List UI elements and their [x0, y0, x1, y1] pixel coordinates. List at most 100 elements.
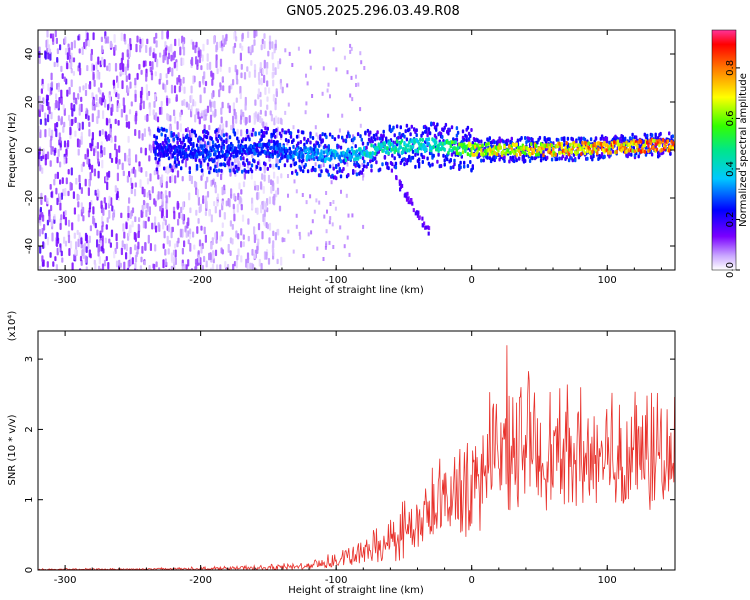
heatmap-cell [356, 156, 360, 161]
heatmap-cell [104, 99, 107, 108]
heatmap-cell [276, 187, 280, 195]
heatmap-cell [309, 194, 312, 199]
heatmap-cell [55, 37, 58, 44]
heatmap-cell [209, 166, 212, 171]
heatmap-cell [42, 148, 45, 156]
snr-x-label: Height of straight line (km) [288, 585, 424, 596]
heatmap-cell [344, 158, 348, 163]
heatmap-cell [470, 146, 473, 151]
heatmap-cell [199, 151, 202, 156]
heatmap-cell [565, 141, 568, 145]
heatmap-cell [442, 153, 445, 158]
heatmap-cell [252, 264, 255, 270]
heatmap-cell [186, 133, 189, 138]
heatmap-cell [502, 139, 505, 144]
heatmap-cell [208, 252, 211, 261]
heatmap-cell [250, 173, 253, 180]
heatmap-cell [204, 211, 207, 217]
heatmap-cell [48, 127, 51, 137]
heatmap-cell [206, 176, 209, 183]
heatmap-cell [105, 176, 108, 182]
heatmap-cell [62, 126, 65, 133]
heatmap-cell [448, 148, 451, 153]
heatmap-cell [345, 134, 349, 139]
heatmap-cell [187, 239, 190, 245]
heatmap-cell [359, 134, 362, 139]
heatmap-cell [363, 159, 366, 164]
heatmap-cell [172, 249, 176, 256]
heatmap-cell [40, 88, 43, 94]
y-tick-label: 0 [24, 567, 35, 573]
heatmap-cell [164, 219, 167, 226]
heatmap-cell [128, 148, 131, 157]
heatmap-cell [202, 154, 205, 159]
heatmap-cell [174, 243, 177, 249]
heatmap-cell [345, 160, 348, 165]
heatmap-cell [268, 87, 271, 94]
heatmap-cell [398, 131, 401, 136]
heatmap-cell [97, 250, 100, 257]
heatmap-cell [233, 213, 236, 222]
heatmap-cell [470, 128, 473, 132]
heatmap-cell [204, 234, 207, 243]
heatmap-cell [60, 65, 63, 72]
heatmap-cell [91, 113, 94, 123]
heatmap-cell [162, 259, 165, 269]
heatmap-cell [217, 168, 221, 173]
heatmap-cell [214, 164, 217, 169]
heatmap-cell [114, 143, 117, 151]
heatmap-cell [174, 249, 177, 258]
heatmap-cell [95, 61, 98, 70]
heatmap-cell [98, 130, 102, 137]
heatmap-cell [215, 231, 218, 241]
heatmap-cell [88, 249, 91, 258]
heatmap-cell [502, 150, 505, 155]
heatmap-cell [404, 158, 407, 162]
heatmap-cell [318, 167, 321, 172]
heatmap-cell [128, 197, 131, 204]
heatmap-cell [361, 141, 365, 146]
heatmap-cell [63, 156, 66, 165]
heatmap-cell [275, 163, 278, 168]
heatmap-cell [50, 219, 53, 227]
heatmap-cell [38, 57, 41, 64]
heatmap-cell [148, 206, 151, 216]
heatmap-cell [96, 71, 99, 80]
heatmap-cell [113, 251, 116, 259]
x-tick-label: 0 [469, 275, 475, 286]
heatmap-cell [267, 50, 270, 57]
heatmap-cell [208, 210, 211, 217]
heatmap-cell [233, 131, 237, 136]
heatmap-cell [334, 206, 337, 211]
heatmap-cell [222, 85, 225, 92]
heatmap-cell [222, 133, 226, 138]
heatmap-cell [654, 132, 657, 137]
heatmap-cell [84, 41, 87, 47]
heatmap-cell [414, 152, 417, 157]
heatmap-cell [199, 94, 202, 104]
heatmap-cell [376, 146, 379, 151]
heatmap-cell [326, 169, 329, 174]
heatmap-cell [239, 119, 242, 125]
heatmap-cell [82, 85, 85, 91]
heatmap-cell [240, 228, 243, 236]
heatmap-cell [167, 52, 171, 60]
heatmap-cell [203, 144, 206, 148]
heatmap-cell [404, 129, 407, 134]
heatmap-cell [193, 130, 196, 135]
heatmap-cell [221, 101, 224, 109]
heatmap-cell [276, 176, 279, 184]
heatmap-cell [247, 257, 250, 264]
heatmap-cell [276, 158, 279, 165]
heatmap-cell [266, 166, 269, 171]
heatmap-cell [153, 263, 156, 270]
heatmap-cell [328, 164, 332, 169]
heatmap-cell [522, 145, 526, 150]
heatmap-cell [120, 32, 123, 41]
heatmap-cell [55, 187, 58, 195]
heatmap-cell [266, 80, 269, 87]
heatmap-cell [127, 260, 130, 269]
heatmap-cell [127, 212, 130, 219]
heatmap-cell [256, 114, 260, 123]
heatmap-cell [589, 137, 593, 142]
